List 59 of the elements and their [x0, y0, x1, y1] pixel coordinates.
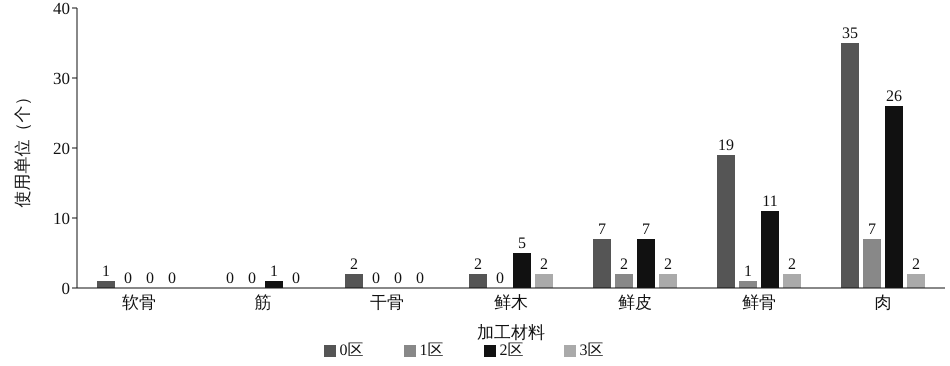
data-label: 0	[146, 270, 154, 287]
data-label: 2	[788, 256, 796, 273]
bar	[615, 274, 633, 288]
bar	[345, 274, 363, 288]
y-tick-label: 40	[53, 0, 70, 18]
legend-label: 1区	[420, 342, 444, 359]
bar	[739, 281, 757, 288]
data-label: 11	[762, 193, 778, 210]
data-label: 0	[124, 270, 132, 287]
x-tick-label: 软骨	[122, 293, 156, 312]
bar	[659, 274, 677, 288]
data-label: 0	[372, 270, 380, 287]
legend-label: 0区	[340, 342, 364, 359]
data-label: 35	[842, 25, 858, 42]
data-label: 19	[718, 137, 734, 154]
x-tick-label: 鲜木	[494, 293, 528, 312]
y-tick-label: 30	[53, 69, 70, 88]
data-label: 2	[664, 256, 672, 273]
data-label: 0	[496, 270, 504, 287]
bar	[97, 281, 115, 288]
data-label: 0	[292, 270, 300, 287]
y-tick-label: 0	[62, 279, 70, 298]
legend-label: 3区	[580, 342, 604, 359]
x-axis-title: 加工材料	[477, 323, 545, 342]
data-label: 1	[270, 263, 278, 280]
data-label: 7	[598, 221, 606, 238]
bar	[717, 155, 735, 288]
data-label: 7	[642, 221, 650, 238]
data-label: 2	[540, 256, 548, 273]
data-label: 0	[168, 270, 176, 287]
y-axis-title: 使用单位（个）	[13, 88, 32, 208]
data-label: 26	[886, 88, 902, 105]
bar	[783, 274, 801, 288]
x-tick-label: 鲜皮	[618, 293, 652, 312]
bar	[469, 274, 487, 288]
data-label: 5	[518, 235, 526, 252]
bar	[841, 43, 859, 288]
data-label: 2	[474, 256, 482, 273]
data-label: 0	[248, 270, 256, 287]
data-label: 1	[102, 263, 110, 280]
x-tick-label: 肉	[874, 293, 892, 312]
data-label: 1	[744, 263, 752, 280]
data-label: 0	[416, 270, 424, 287]
data-label: 7	[868, 221, 876, 238]
data-label: 2	[912, 256, 920, 273]
x-tick-label: 干骨	[370, 293, 404, 312]
bar	[863, 239, 881, 288]
data-label: 0	[394, 270, 402, 287]
data-label: 2	[620, 256, 628, 273]
data-label: 2	[350, 256, 358, 273]
y-tick-label: 10	[53, 209, 70, 228]
data-label: 0	[226, 270, 234, 287]
bar	[535, 274, 553, 288]
legend-label: 2区	[500, 342, 524, 359]
bar	[593, 239, 611, 288]
bar	[907, 274, 925, 288]
y-tick-label: 20	[53, 139, 70, 158]
x-tick-label: 筋	[254, 293, 272, 312]
x-tick-label: 鲜骨	[742, 293, 776, 312]
